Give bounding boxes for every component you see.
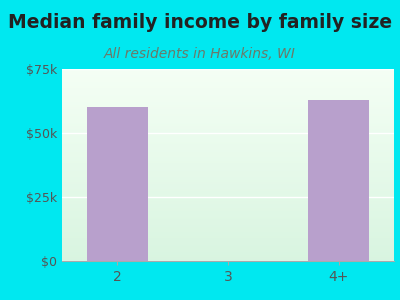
Bar (87, 107, 148, 261)
Text: All residents in Hawkins, WI: All residents in Hawkins, WI (104, 46, 296, 61)
Bar (308, 100, 369, 261)
Text: Median family income by family size: Median family income by family size (8, 14, 392, 32)
